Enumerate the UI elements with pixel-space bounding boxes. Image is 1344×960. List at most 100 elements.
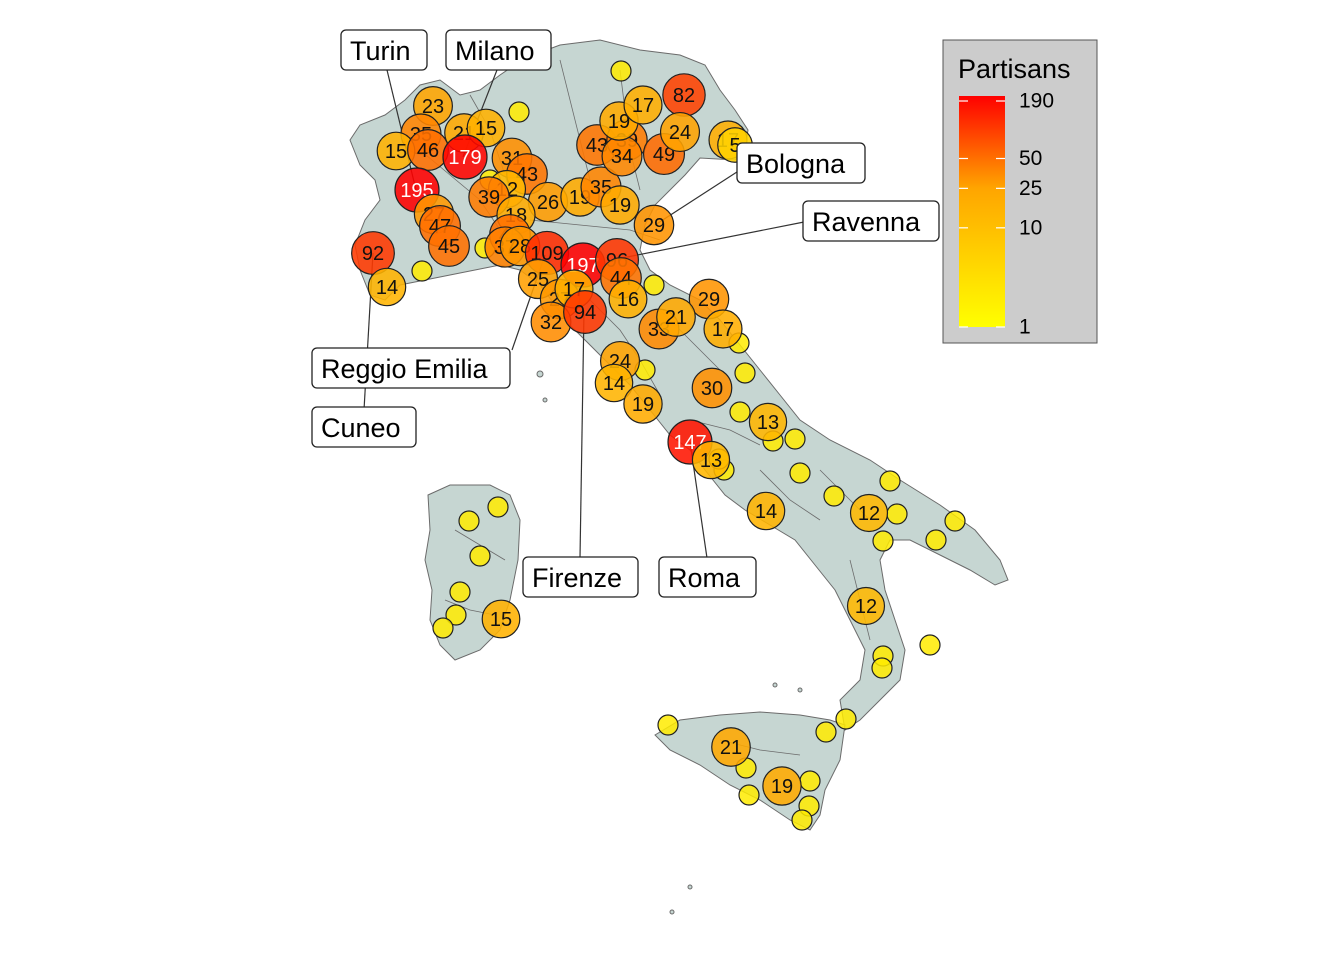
small-partisan-dot [791, 809, 813, 831]
callout-milano: Milano [445, 29, 552, 71]
legend-tick-label: 10 [1019, 216, 1042, 239]
callout-box [736, 142, 866, 184]
partisan-bubble [594, 363, 634, 403]
callout-turin: Turin [340, 29, 428, 71]
city-callouts: Turin Milano Bologna Ravenna Reggio Emilia Cu… [311, 29, 940, 598]
callout-box [802, 200, 940, 242]
callout-box [658, 556, 757, 598]
partisan-bubble [563, 290, 607, 334]
bubble-value-label: 25 [527, 269, 549, 291]
callout-ravenna: Ravenna [802, 200, 940, 242]
partisan-bubble [659, 111, 701, 153]
bubble-value-label: 39 [478, 187, 500, 209]
legend-tick-label: 50 [1019, 147, 1042, 170]
bubble-value-label: 30 [701, 378, 723, 400]
small-partisan-dot [879, 470, 901, 492]
partisan-bubble [703, 309, 743, 349]
legend-color-bar [959, 96, 1005, 327]
callout-cuneo: Cuneo [311, 406, 417, 448]
legend-tick-label: 190 [1019, 90, 1054, 113]
legend-tick-label: 25 [1019, 177, 1042, 200]
partisan-bubble [428, 225, 470, 267]
bubble-value-label: 34 [611, 146, 633, 168]
legend-title: Partisans [958, 54, 1071, 84]
small-partisan-dot [925, 529, 947, 551]
small-partisan-dot [944, 510, 966, 532]
small-partisan-dot [729, 401, 751, 423]
bubble-value-label: 45 [438, 236, 460, 258]
bubble-value-label: 14 [603, 373, 625, 395]
bubble-value-label: 13 [700, 450, 722, 472]
bubble-value-label: 19 [632, 394, 654, 416]
bubble-value-label: 32 [540, 312, 562, 334]
partisan-bubble [746, 491, 786, 531]
small-partisan-dot [919, 634, 941, 656]
small-partisan-dot [799, 770, 821, 792]
bubble-value-label: 15 [385, 141, 407, 163]
partisan-bubble [442, 134, 488, 180]
bubble-value-label: 179 [448, 147, 481, 169]
small-partisan-dot [823, 485, 845, 507]
small-partisan-dot [458, 510, 480, 532]
partisan-bubble [691, 367, 733, 409]
small-partisan-dot [643, 274, 665, 296]
partisan-bubble [481, 599, 521, 639]
bubble-value-label: 5 [729, 135, 740, 157]
callout-label: Ravenna [812, 207, 921, 237]
callout-label: Cuneo [321, 413, 401, 443]
partisan-bubble [748, 402, 788, 442]
callout-firenze: Firenze [522, 556, 639, 598]
callout-label: Roma [668, 563, 741, 593]
callout-box [311, 406, 417, 448]
callout-label: Firenze [532, 563, 622, 593]
bubble-value-label: 29 [698, 289, 720, 311]
bubble-value-label: 46 [417, 140, 439, 162]
small-partisan-dot [449, 581, 471, 603]
bubble-value-label: 13 [757, 412, 779, 434]
bubble-value-label: 15 [475, 118, 497, 140]
partisan-bubble [608, 279, 648, 319]
small-partisan-dot [487, 496, 509, 518]
small-partisan-dot [469, 545, 491, 567]
legend: Partisans 190 50 25 10 1 [942, 39, 1098, 344]
bubble-value-label: 23 [422, 96, 444, 118]
small-partisan-dot [815, 721, 837, 743]
bubble-value-label: 92 [362, 243, 384, 265]
partisan-bubble [691, 440, 731, 480]
callout-roma: Roma [658, 556, 757, 598]
small-partisan-dot [784, 428, 806, 450]
bubble-value-label: 21 [665, 307, 687, 329]
callout-bologna: Bologna [736, 142, 866, 184]
small-partisan-dot [789, 462, 811, 484]
partisan-bubble [762, 766, 802, 806]
bubble-value-label: 17 [632, 95, 654, 117]
small-partisan-dot [734, 362, 756, 384]
partisan-bubble [623, 85, 663, 125]
legend-tick-label: 1 [1019, 316, 1031, 339]
bubble-value-label: 24 [669, 122, 691, 144]
small-partisan-dot [871, 657, 893, 679]
partisan-bubble [367, 267, 407, 307]
bubble-value-label: 19 [608, 111, 630, 133]
partisan-bubble [623, 384, 663, 424]
bubble-value-label: 19 [609, 195, 631, 217]
callout-box [311, 347, 511, 389]
small-partisan-dot [835, 708, 857, 730]
partisan-bubble [600, 185, 640, 225]
bubble-value-label: 26 [537, 192, 559, 214]
callout-label: Turin [350, 36, 411, 66]
callout-box [445, 29, 552, 71]
small-partisan-dot [657, 714, 679, 736]
callout-box [522, 556, 639, 598]
small-partisan-dot [432, 617, 454, 639]
small-partisan-dot [445, 604, 467, 626]
bubble-value-label: 94 [574, 302, 596, 324]
callout-label: Bologna [746, 149, 846, 179]
partisan-bubble [466, 108, 506, 148]
partisan-bubble [849, 493, 889, 533]
bubble-value-label: 14 [755, 501, 777, 523]
bubble-value-label: 29 [643, 215, 665, 237]
partisan-bubbles: 2335154621151793119543123926193527471845… [351, 60, 966, 831]
